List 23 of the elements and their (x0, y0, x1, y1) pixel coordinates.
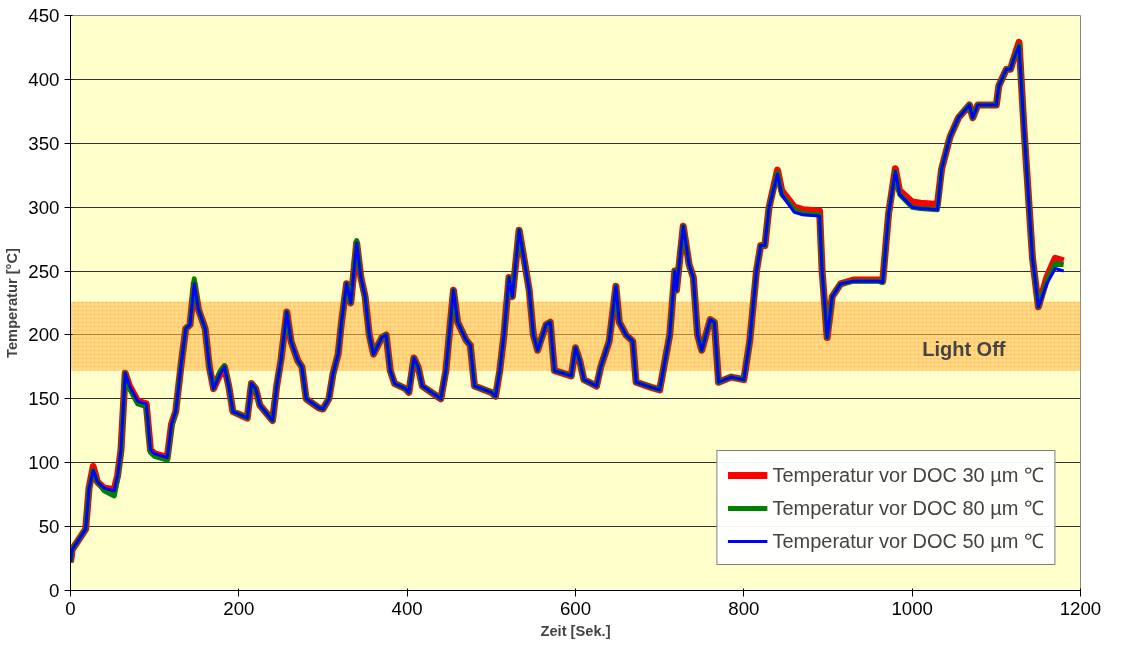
y-tick-label: 150 (28, 388, 60, 410)
y-tick-label: 0 (49, 580, 60, 601)
x-tick-label: 1000 (891, 597, 933, 619)
legend-label: Temperatur vor DOC 30 µm ℃ (772, 463, 1044, 488)
x-tick-label: 200 (223, 597, 255, 619)
y-tick-label: 200 (28, 324, 60, 346)
y-tick-label: 100 (28, 452, 60, 474)
y-tick-label: 350 (28, 132, 60, 154)
x-tick-label: 400 (391, 597, 423, 619)
y-tick-label: 400 (28, 68, 60, 90)
band-label: Light Off (922, 338, 1006, 361)
y-axis-title: Temperatur [°C] (4, 247, 21, 358)
x-tick-label: 1200 (1059, 597, 1102, 619)
y-tick-label: 450 (28, 5, 60, 26)
legend-label: Temperatur vor DOC 50 µm ℃ (772, 529, 1044, 554)
x-tick-label: 0 (65, 597, 76, 619)
y-tick-label: 50 (38, 516, 60, 538)
x-tick-label: 600 (559, 597, 592, 619)
legend-label: Temperatur vor DOC 80 µm ℃ (772, 496, 1044, 521)
x-tick-label: 800 (728, 597, 760, 619)
x-axis-title: Zeit [Sek.] (540, 622, 611, 639)
y-tick-label: 300 (28, 196, 60, 218)
y-tick-label: 250 (28, 260, 60, 282)
